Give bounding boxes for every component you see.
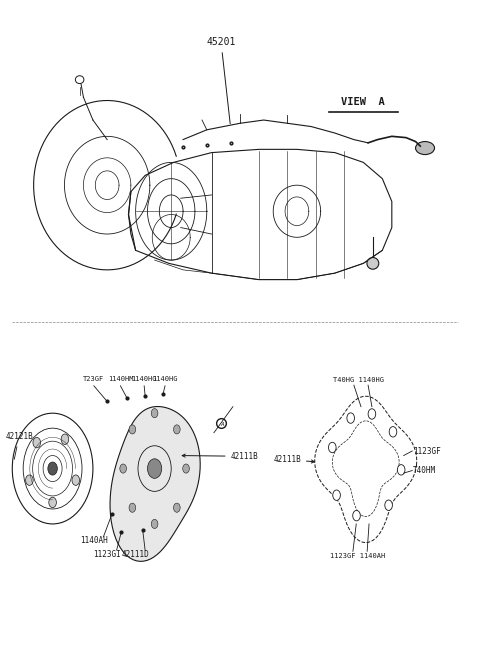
Ellipse shape: [416, 141, 434, 154]
Circle shape: [120, 464, 126, 473]
Circle shape: [25, 475, 33, 486]
Text: T40HM: T40HM: [413, 466, 436, 475]
Circle shape: [72, 475, 80, 486]
Circle shape: [48, 462, 57, 475]
Text: 45201: 45201: [206, 37, 236, 124]
Text: 1140HG: 1140HG: [152, 376, 178, 382]
Circle shape: [353, 510, 360, 521]
Circle shape: [333, 490, 340, 501]
Circle shape: [151, 520, 158, 528]
Text: 42111B: 42111B: [182, 452, 258, 461]
Ellipse shape: [367, 258, 379, 269]
Text: 42121B: 42121B: [5, 432, 33, 459]
Text: 42111D: 42111D: [122, 549, 149, 558]
Text: 1140AH: 1140AH: [80, 537, 108, 545]
Text: A: A: [221, 422, 224, 428]
Text: 1123GI: 1123GI: [93, 549, 121, 558]
Text: 1140HM: 1140HM: [108, 376, 133, 382]
Text: 1123GF: 1123GF: [413, 447, 441, 455]
Circle shape: [49, 497, 56, 508]
Text: VIEW  A: VIEW A: [341, 97, 385, 107]
Circle shape: [129, 425, 136, 434]
Circle shape: [347, 413, 355, 423]
Text: 42111B: 42111B: [273, 455, 314, 464]
Circle shape: [174, 503, 180, 512]
Circle shape: [368, 409, 376, 419]
Circle shape: [183, 464, 190, 473]
Text: T40HG 1140HG: T40HG 1140HG: [333, 377, 384, 383]
Text: 1123GF 1140AH: 1123GF 1140AH: [330, 553, 385, 559]
Circle shape: [61, 434, 69, 444]
Circle shape: [389, 426, 397, 437]
Circle shape: [385, 500, 392, 510]
Polygon shape: [110, 407, 200, 561]
Text: 1140HG: 1140HG: [132, 376, 157, 382]
Circle shape: [328, 442, 336, 453]
Circle shape: [397, 464, 405, 475]
Text: T23GF: T23GF: [83, 376, 105, 382]
Circle shape: [129, 503, 136, 512]
Circle shape: [147, 459, 162, 478]
Circle shape: [33, 438, 40, 448]
Circle shape: [151, 409, 158, 418]
Circle shape: [174, 425, 180, 434]
